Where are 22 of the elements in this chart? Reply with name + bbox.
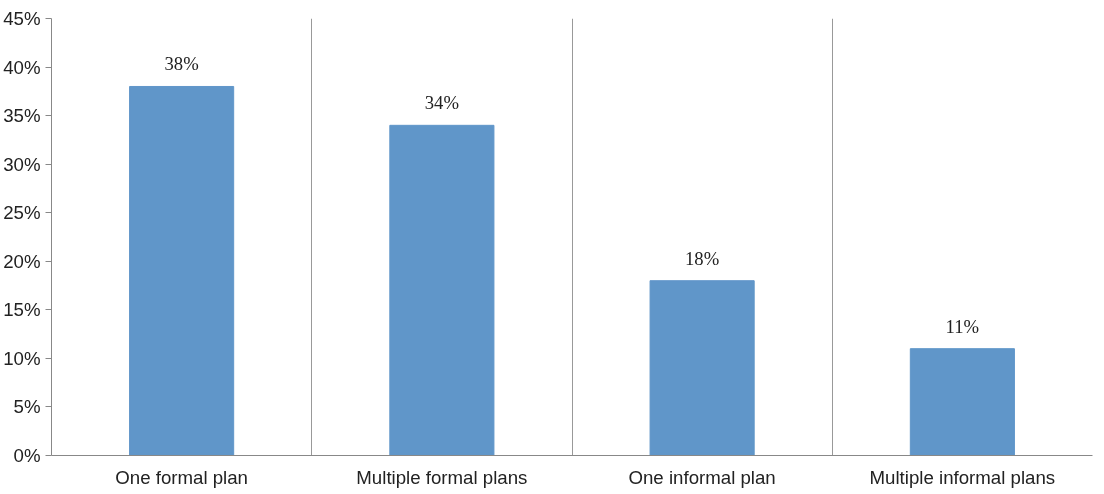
data-label: 34% bbox=[424, 92, 459, 114]
y-tick-label: 40% bbox=[3, 56, 41, 78]
x-tick-label: Multiple formal plans bbox=[356, 466, 528, 488]
data-label: 11% bbox=[945, 315, 980, 337]
data-label: 18% bbox=[685, 247, 720, 269]
x-tick-label: One informal plan bbox=[628, 466, 776, 488]
x-tick-label: One formal plan bbox=[115, 466, 249, 488]
bar bbox=[129, 85, 235, 456]
y-tick-label: 0% bbox=[13, 445, 41, 466]
y-tick-label: 20% bbox=[3, 250, 41, 272]
y-tick-label: 30% bbox=[3, 153, 41, 175]
y-tick-label: 45% bbox=[3, 8, 41, 29]
bar bbox=[389, 124, 495, 456]
bar bbox=[909, 348, 1015, 456]
y-tick-label: 10% bbox=[3, 347, 41, 369]
y-tick-label: 35% bbox=[3, 105, 41, 127]
x-tick-label: Multiple informal plans bbox=[869, 466, 1056, 488]
y-tick-label: 25% bbox=[3, 202, 41, 224]
data-label: 38% bbox=[164, 53, 199, 75]
bar bbox=[649, 280, 755, 456]
y-tick-label: 15% bbox=[3, 299, 41, 321]
y-tick-label: 5% bbox=[13, 396, 41, 418]
